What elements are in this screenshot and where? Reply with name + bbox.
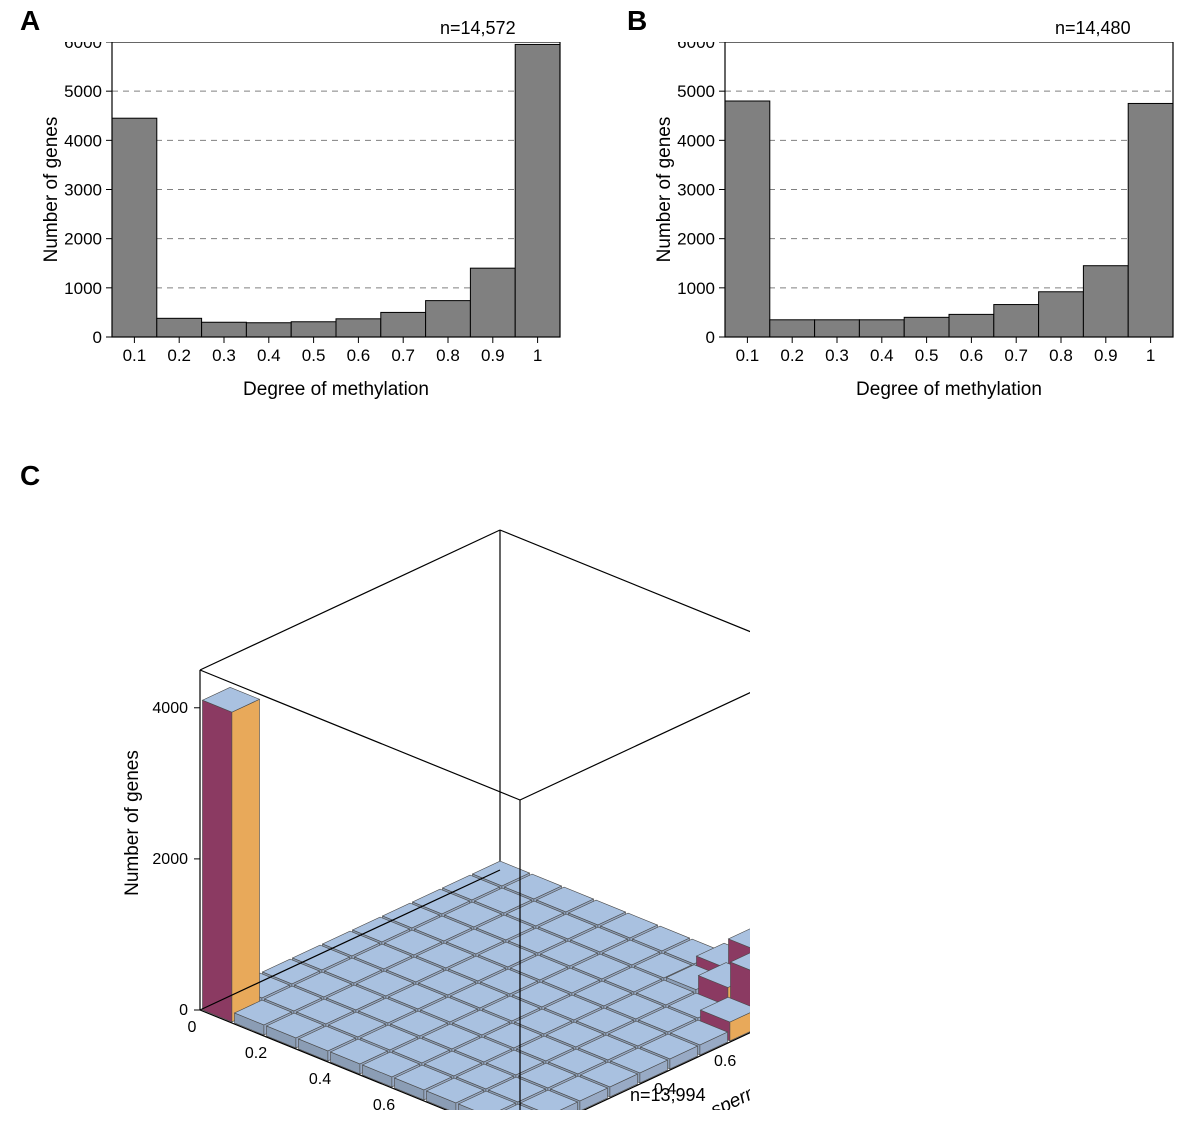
svg-text:0.5: 0.5 (915, 346, 939, 365)
svg-text:0.9: 0.9 (1094, 346, 1118, 365)
svg-text:0: 0 (706, 328, 715, 347)
svg-text:1: 1 (533, 346, 542, 365)
svg-text:1: 1 (1146, 346, 1155, 365)
svg-text:2000: 2000 (152, 851, 188, 868)
bar-chart-b: 0 1000 2000 3000 4000 5000 6000 0.1 0.2 0.3 0.4 0.5… (653, 42, 1193, 432)
n-label-a: n=14,572 (440, 18, 516, 39)
panel-label-b: B (627, 5, 647, 37)
svg-text:0.6: 0.6 (373, 1097, 395, 1110)
svg-text:0.2: 0.2 (594, 1109, 616, 1110)
panel-label-c: C (20, 460, 40, 492)
bar-chart-3d-c: 020004000Number of genes00.20.40.60.8100… (70, 470, 750, 1110)
svg-text:0.8: 0.8 (1049, 346, 1073, 365)
svg-text:0.2: 0.2 (780, 346, 804, 365)
svg-text:4000: 4000 (64, 131, 102, 150)
svg-text:Number of genes: Number of genes (41, 117, 62, 263)
svg-text:0: 0 (179, 1002, 188, 1019)
svg-text:5000: 5000 (64, 82, 102, 101)
svg-text:sperm: sperm (708, 1080, 750, 1110)
svg-text:0.1: 0.1 (736, 346, 760, 365)
svg-text:1000: 1000 (677, 279, 715, 298)
svg-text:0.4: 0.4 (257, 346, 281, 365)
svg-text:1000: 1000 (64, 279, 102, 298)
panel-label-a: A (20, 5, 40, 37)
svg-text:0.5: 0.5 (302, 346, 326, 365)
svg-text:0.9: 0.9 (481, 346, 505, 365)
svg-text:3000: 3000 (677, 181, 715, 200)
svg-text:0.1: 0.1 (123, 346, 147, 365)
svg-text:Number of genes: Number of genes (654, 117, 675, 263)
figure: A n=14,572 01000200030004000500060000.10… (0, 0, 1200, 1122)
svg-text:0.4: 0.4 (309, 1071, 331, 1088)
svg-text:3000: 3000 (64, 181, 102, 200)
svg-text:0.3: 0.3 (825, 346, 849, 365)
svg-text:6000: 6000 (677, 42, 715, 52)
svg-text:0.7: 0.7 (1004, 346, 1028, 365)
svg-text:0.2: 0.2 (167, 346, 191, 365)
svg-text:0.6: 0.6 (347, 346, 371, 365)
bar-chart-a: 0 1000 2000 3000 4000 5000 6000 0.1 0.2 0.3 0.4 0.5… (40, 42, 580, 432)
svg-text:6000: 6000 (64, 42, 102, 52)
svg-text:muscle: muscle (305, 1106, 369, 1110)
svg-text:0: 0 (93, 328, 102, 347)
svg-text:0.6: 0.6 (714, 1053, 736, 1070)
svg-text:2000: 2000 (677, 230, 715, 249)
n-label-b: n=14,480 (1055, 18, 1131, 39)
svg-text:0.8: 0.8 (436, 346, 460, 365)
svg-text:0: 0 (188, 1019, 197, 1036)
svg-text:4000: 4000 (677, 131, 715, 150)
svg-text:Degree of methylation: Degree of methylation (856, 379, 1042, 400)
svg-text:5000: 5000 (677, 82, 715, 101)
svg-text:0.7: 0.7 (391, 346, 415, 365)
svg-text:0.4: 0.4 (870, 346, 894, 365)
svg-text:0.3: 0.3 (212, 346, 236, 365)
svg-text:0.6: 0.6 (960, 346, 984, 365)
svg-text:2000: 2000 (64, 230, 102, 249)
svg-text:0.2: 0.2 (245, 1045, 267, 1062)
svg-text:4000: 4000 (152, 700, 188, 717)
svg-text:Number of genes: Number of genes (122, 750, 143, 896)
svg-text:0.4: 0.4 (654, 1081, 676, 1098)
svg-text:Degree of methylation: Degree of methylation (243, 379, 429, 400)
